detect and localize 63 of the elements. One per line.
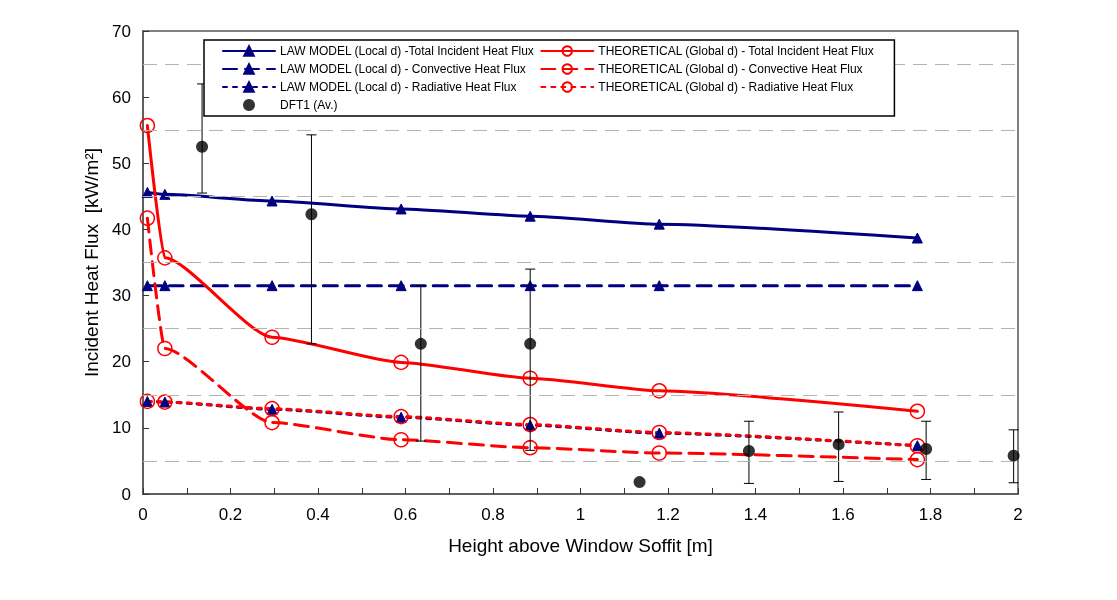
y-tick-label: 20 <box>112 352 131 372</box>
point <box>909 403 926 420</box>
point <box>139 210 156 226</box>
point <box>633 476 646 489</box>
point <box>139 117 156 134</box>
x-tick-label: 0.4 <box>306 505 330 524</box>
y-tick-label: 60 <box>112 87 131 107</box>
legend-label: LAW MODEL (Local d) -Total Incident Heat Flux <box>280 44 534 58</box>
point <box>157 250 173 266</box>
x-axis-title: Height above Window Soffit [m] <box>448 535 713 556</box>
x-tick-label: 1 <box>575 505 586 524</box>
point <box>395 203 407 215</box>
y-tick-label: 10 <box>112 418 131 438</box>
legend-label: THEORETICAL (Global d) - Radiative Heat Flux <box>598 80 854 94</box>
point <box>653 218 665 230</box>
point <box>524 337 537 350</box>
point <box>524 210 536 222</box>
point <box>742 445 755 457</box>
point <box>909 451 926 468</box>
point <box>522 370 538 386</box>
y-tick-label: 30 <box>112 286 131 306</box>
y-tick-label: 70 <box>112 21 131 41</box>
x-tick-label: 1.8 <box>918 505 943 524</box>
y-tick-label: 50 <box>112 153 131 173</box>
point <box>141 280 153 292</box>
point <box>264 329 280 345</box>
point <box>414 337 427 350</box>
y-tick-label: 40 <box>112 219 131 239</box>
point <box>159 280 171 292</box>
point <box>266 280 278 292</box>
point <box>266 195 278 207</box>
legend-label: DFT1 (Av.) <box>280 98 338 112</box>
legend-label: THEORETICAL (Global d) - Convective Heat Flux <box>598 62 863 76</box>
x-tick-label: 0.8 <box>481 505 505 524</box>
point <box>264 414 280 431</box>
legend-label: LAW MODEL (Local d) - Convective Heat Flux <box>280 62 526 76</box>
point <box>651 445 667 461</box>
x-tick-label: 0.2 <box>218 505 243 524</box>
point <box>393 432 409 448</box>
point <box>911 280 923 292</box>
y-axis-title: Incident Heat Flux [kW/m²] <box>81 147 102 378</box>
point <box>920 443 933 456</box>
x-tick-label: 0 <box>138 505 148 524</box>
point <box>395 280 407 292</box>
x-tick-label: 1.6 <box>831 505 855 524</box>
x-tick-label: 0.6 <box>393 505 418 524</box>
point <box>522 439 538 456</box>
x-tick-label: 1.4 <box>743 505 768 524</box>
point <box>196 140 209 153</box>
point <box>911 232 923 244</box>
point <box>305 208 318 221</box>
point <box>653 280 665 292</box>
x-tick-label: 2 <box>1013 505 1023 524</box>
point <box>157 340 173 357</box>
point <box>159 188 171 200</box>
point <box>1007 449 1020 462</box>
x-tick-label: 1.2 <box>656 505 680 524</box>
point <box>832 438 845 451</box>
legend-label: LAW MODEL (Local d) - Radiative Heat Flux <box>280 80 517 94</box>
y-tick-label: 0 <box>121 484 131 504</box>
point <box>651 383 667 399</box>
legend-label: THEORETICAL (Global d) - Total Incident Heat Flux <box>598 44 874 58</box>
point <box>393 354 409 371</box>
